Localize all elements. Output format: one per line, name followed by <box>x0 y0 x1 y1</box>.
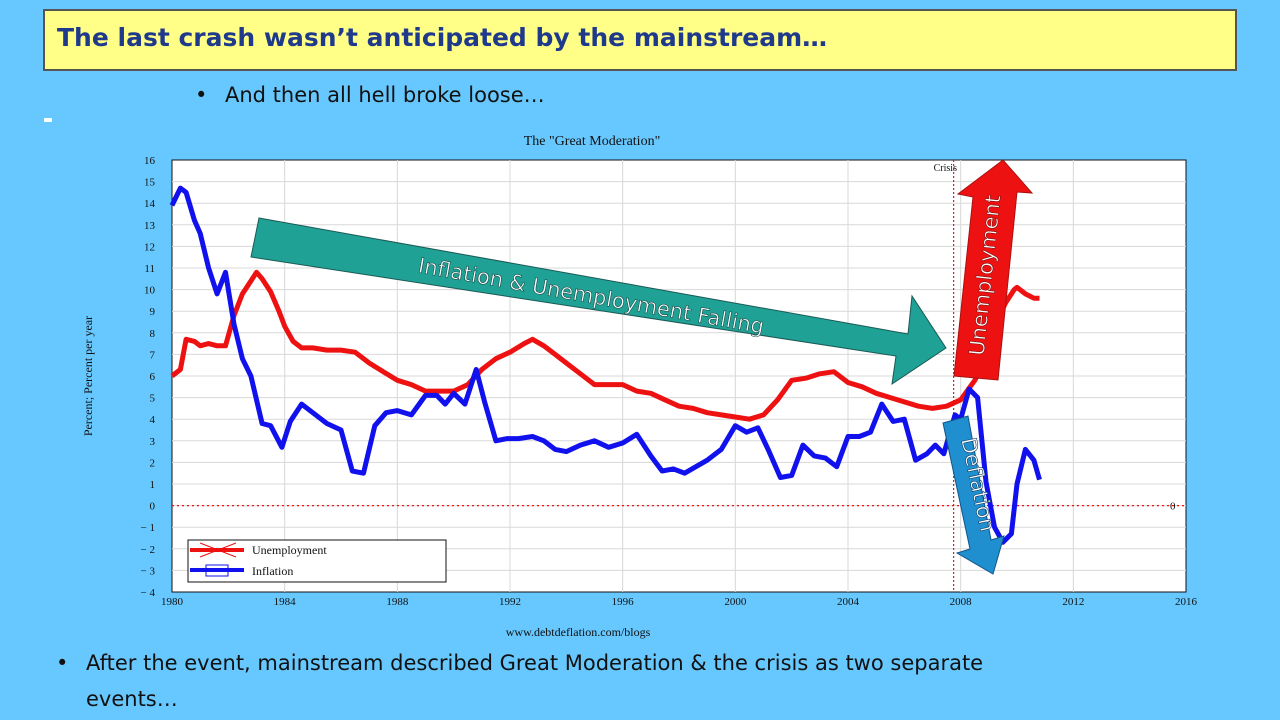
bullet-dot: • <box>56 651 69 675</box>
bullet-bottom-text-line1: After the event, mainstream described Gr… <box>86 651 984 675</box>
legend-label-unemployment: Unemployment <box>252 543 327 557</box>
bullet-dot: • <box>195 83 208 107</box>
bullet-top-text: And then all hell broke loose… <box>225 83 545 107</box>
y-tick-label: 10 <box>144 285 156 297</box>
grid <box>172 160 1186 592</box>
y-tick-label: 2 <box>150 457 156 469</box>
legend-box <box>187 539 447 583</box>
source-label: www.debtdeflation.com/blogs <box>506 625 651 639</box>
legend-marker-unemployment <box>199 542 237 558</box>
y-tick-label: 5 <box>150 393 156 405</box>
x-tick-label: 1980 <box>161 596 184 608</box>
title-box: The last crash wasn’t anticipated by the… <box>43 9 1237 71</box>
chart-title: The "Great Moderation" <box>524 134 661 149</box>
x-axis-ticks: 1980 1984 1988 1992 1996 2000 2004 2008 2012 2016 <box>161 596 1198 608</box>
x-tick-label: 1992 <box>499 596 521 608</box>
zero-label: 0 <box>1170 501 1176 513</box>
y-tick-label: − 3 <box>141 565 156 577</box>
unemployment-arrow: Unemployment <box>953 159 1034 381</box>
x-tick-label: 2016 <box>1175 596 1198 608</box>
y-tick-label: 3 <box>150 436 156 448</box>
x-tick-label: 1988 <box>386 596 409 608</box>
x-tick-label: 1984 <box>274 596 297 608</box>
y-tick-label: 1 <box>150 479 156 491</box>
series-line-inflation <box>169 185 1042 545</box>
x-tick-label: 2008 <box>950 596 973 608</box>
y-tick-label: − 4 <box>141 587 156 599</box>
y-tick-label: 16 <box>144 155 156 167</box>
y-axis-label: Percent; Percent per year <box>81 316 95 436</box>
x-tick-label: 2012 <box>1062 596 1084 608</box>
y-tick-label: 4 <box>150 414 156 426</box>
bullet-bottom-text-line2: events… <box>86 687 178 711</box>
y-tick-label: 14 <box>144 198 156 210</box>
y-tick-label: 8 <box>150 328 156 340</box>
legend: Unemployment Inflation <box>187 539 447 583</box>
y-tick-label: 15 <box>144 177 156 189</box>
slide-title: The last crash wasn’t anticipated by the… <box>57 23 828 52</box>
x-tick-label: 2000 <box>724 596 747 608</box>
deflation-arrow-shape <box>942 415 1005 575</box>
dash-mark <box>44 118 52 122</box>
y-tick-label: 9 <box>150 306 156 318</box>
y-tick-label: 13 <box>144 220 156 232</box>
y-tick-label: 6 <box>150 371 156 383</box>
y-tick-label: − 2 <box>141 544 155 556</box>
unemployment-arrow-shape <box>953 159 1034 381</box>
series-line-unemployment <box>170 269 1040 422</box>
y-tick-label: 12 <box>144 241 155 253</box>
legend-label-inflation: Inflation <box>252 564 293 578</box>
legend-marker-inflation <box>205 564 229 577</box>
falling-arrow-shape <box>250 217 947 386</box>
crisis-label: Crisis <box>934 163 957 174</box>
y-tick-label: − 1 <box>141 522 155 534</box>
x-tick-label: 1996 <box>612 596 635 608</box>
y-tick-label: 11 <box>144 263 155 275</box>
y-tick-label: 7 <box>150 349 156 361</box>
y-tick-label: 0 <box>150 501 156 513</box>
x-tick-label: 2004 <box>837 596 860 608</box>
